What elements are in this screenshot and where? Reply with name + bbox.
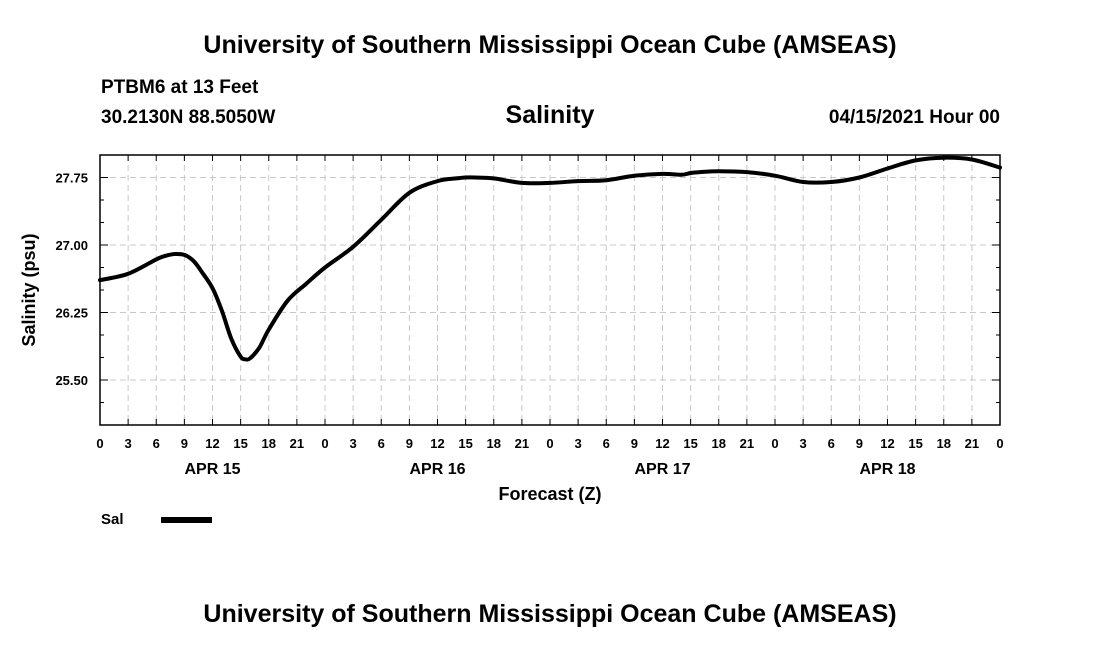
plot-title: Salinity	[505, 101, 595, 129]
x-tick-label: 18	[487, 436, 501, 451]
x-tick-label: 15	[908, 436, 922, 451]
chart-title-top: University of Southern Mississippi Ocean…	[203, 31, 897, 59]
date-label: APR 16	[409, 461, 465, 478]
date-label: APR 18	[859, 461, 915, 478]
run-time-label: 04/15/2021 Hour 00	[828, 107, 1000, 128]
chart-title-bottom: University of Southern Mississippi Ocean…	[203, 600, 897, 628]
x-tick-label: 9	[406, 436, 413, 451]
x-tick-label: 21	[965, 436, 979, 451]
date-label: APR 17	[634, 461, 690, 478]
y-tick-label: 27.00	[55, 238, 88, 253]
salinity-series-line	[98, 155, 1002, 362]
x-tick-label: 9	[181, 436, 188, 451]
x-tick-label: 6	[153, 436, 160, 451]
x-tick-label: 21	[290, 436, 304, 451]
station-label: PTBM6 at 13 Feet	[101, 77, 259, 98]
x-tick-label: 0	[771, 436, 778, 451]
x-tick-label: 9	[856, 436, 863, 451]
x-tick-label: 0	[321, 436, 328, 451]
x-tick-label: 12	[430, 436, 444, 451]
x-tick-label: 21	[740, 436, 754, 451]
x-tick-label: 3	[125, 436, 132, 451]
legend-label: Sal	[101, 511, 124, 528]
y-axis-title: Salinity (psu)	[19, 233, 39, 346]
x-tick-label: 0	[546, 436, 553, 451]
x-tick-label: 15	[458, 436, 472, 451]
y-tick-label: 27.75	[55, 171, 88, 186]
x-tick-label: 6	[828, 436, 835, 451]
date-label: APR 15	[184, 461, 240, 478]
x-tick-label: 12	[205, 436, 219, 451]
x-tick-label: 12	[655, 436, 669, 451]
x-tick-label: 18	[937, 436, 951, 451]
y-tick-label: 26.25	[55, 306, 88, 321]
x-tick-label: 0	[96, 436, 103, 451]
x-tick-label: 21	[515, 436, 529, 451]
x-tick-label: 18	[262, 436, 276, 451]
x-tick-label: 0	[996, 436, 1003, 451]
coordinates-label: 30.2130N 88.5050W	[101, 107, 276, 128]
x-tick-label: 15	[683, 436, 697, 451]
x-tick-label: 15	[233, 436, 247, 451]
x-axis-title: Forecast (Z)	[498, 484, 601, 504]
x-tick-label: 3	[575, 436, 582, 451]
x-tick-label: 18	[712, 436, 726, 451]
legend-swatch	[161, 517, 212, 523]
x-tick-label: 3	[800, 436, 807, 451]
x-tick-label: 6	[378, 436, 385, 451]
x-tick-label: 12	[880, 436, 894, 451]
x-tick-label: 3	[350, 436, 357, 451]
x-tick-label: 9	[631, 436, 638, 451]
x-tick-label: 6	[603, 436, 610, 451]
y-tick-label: 25.50	[55, 373, 88, 388]
